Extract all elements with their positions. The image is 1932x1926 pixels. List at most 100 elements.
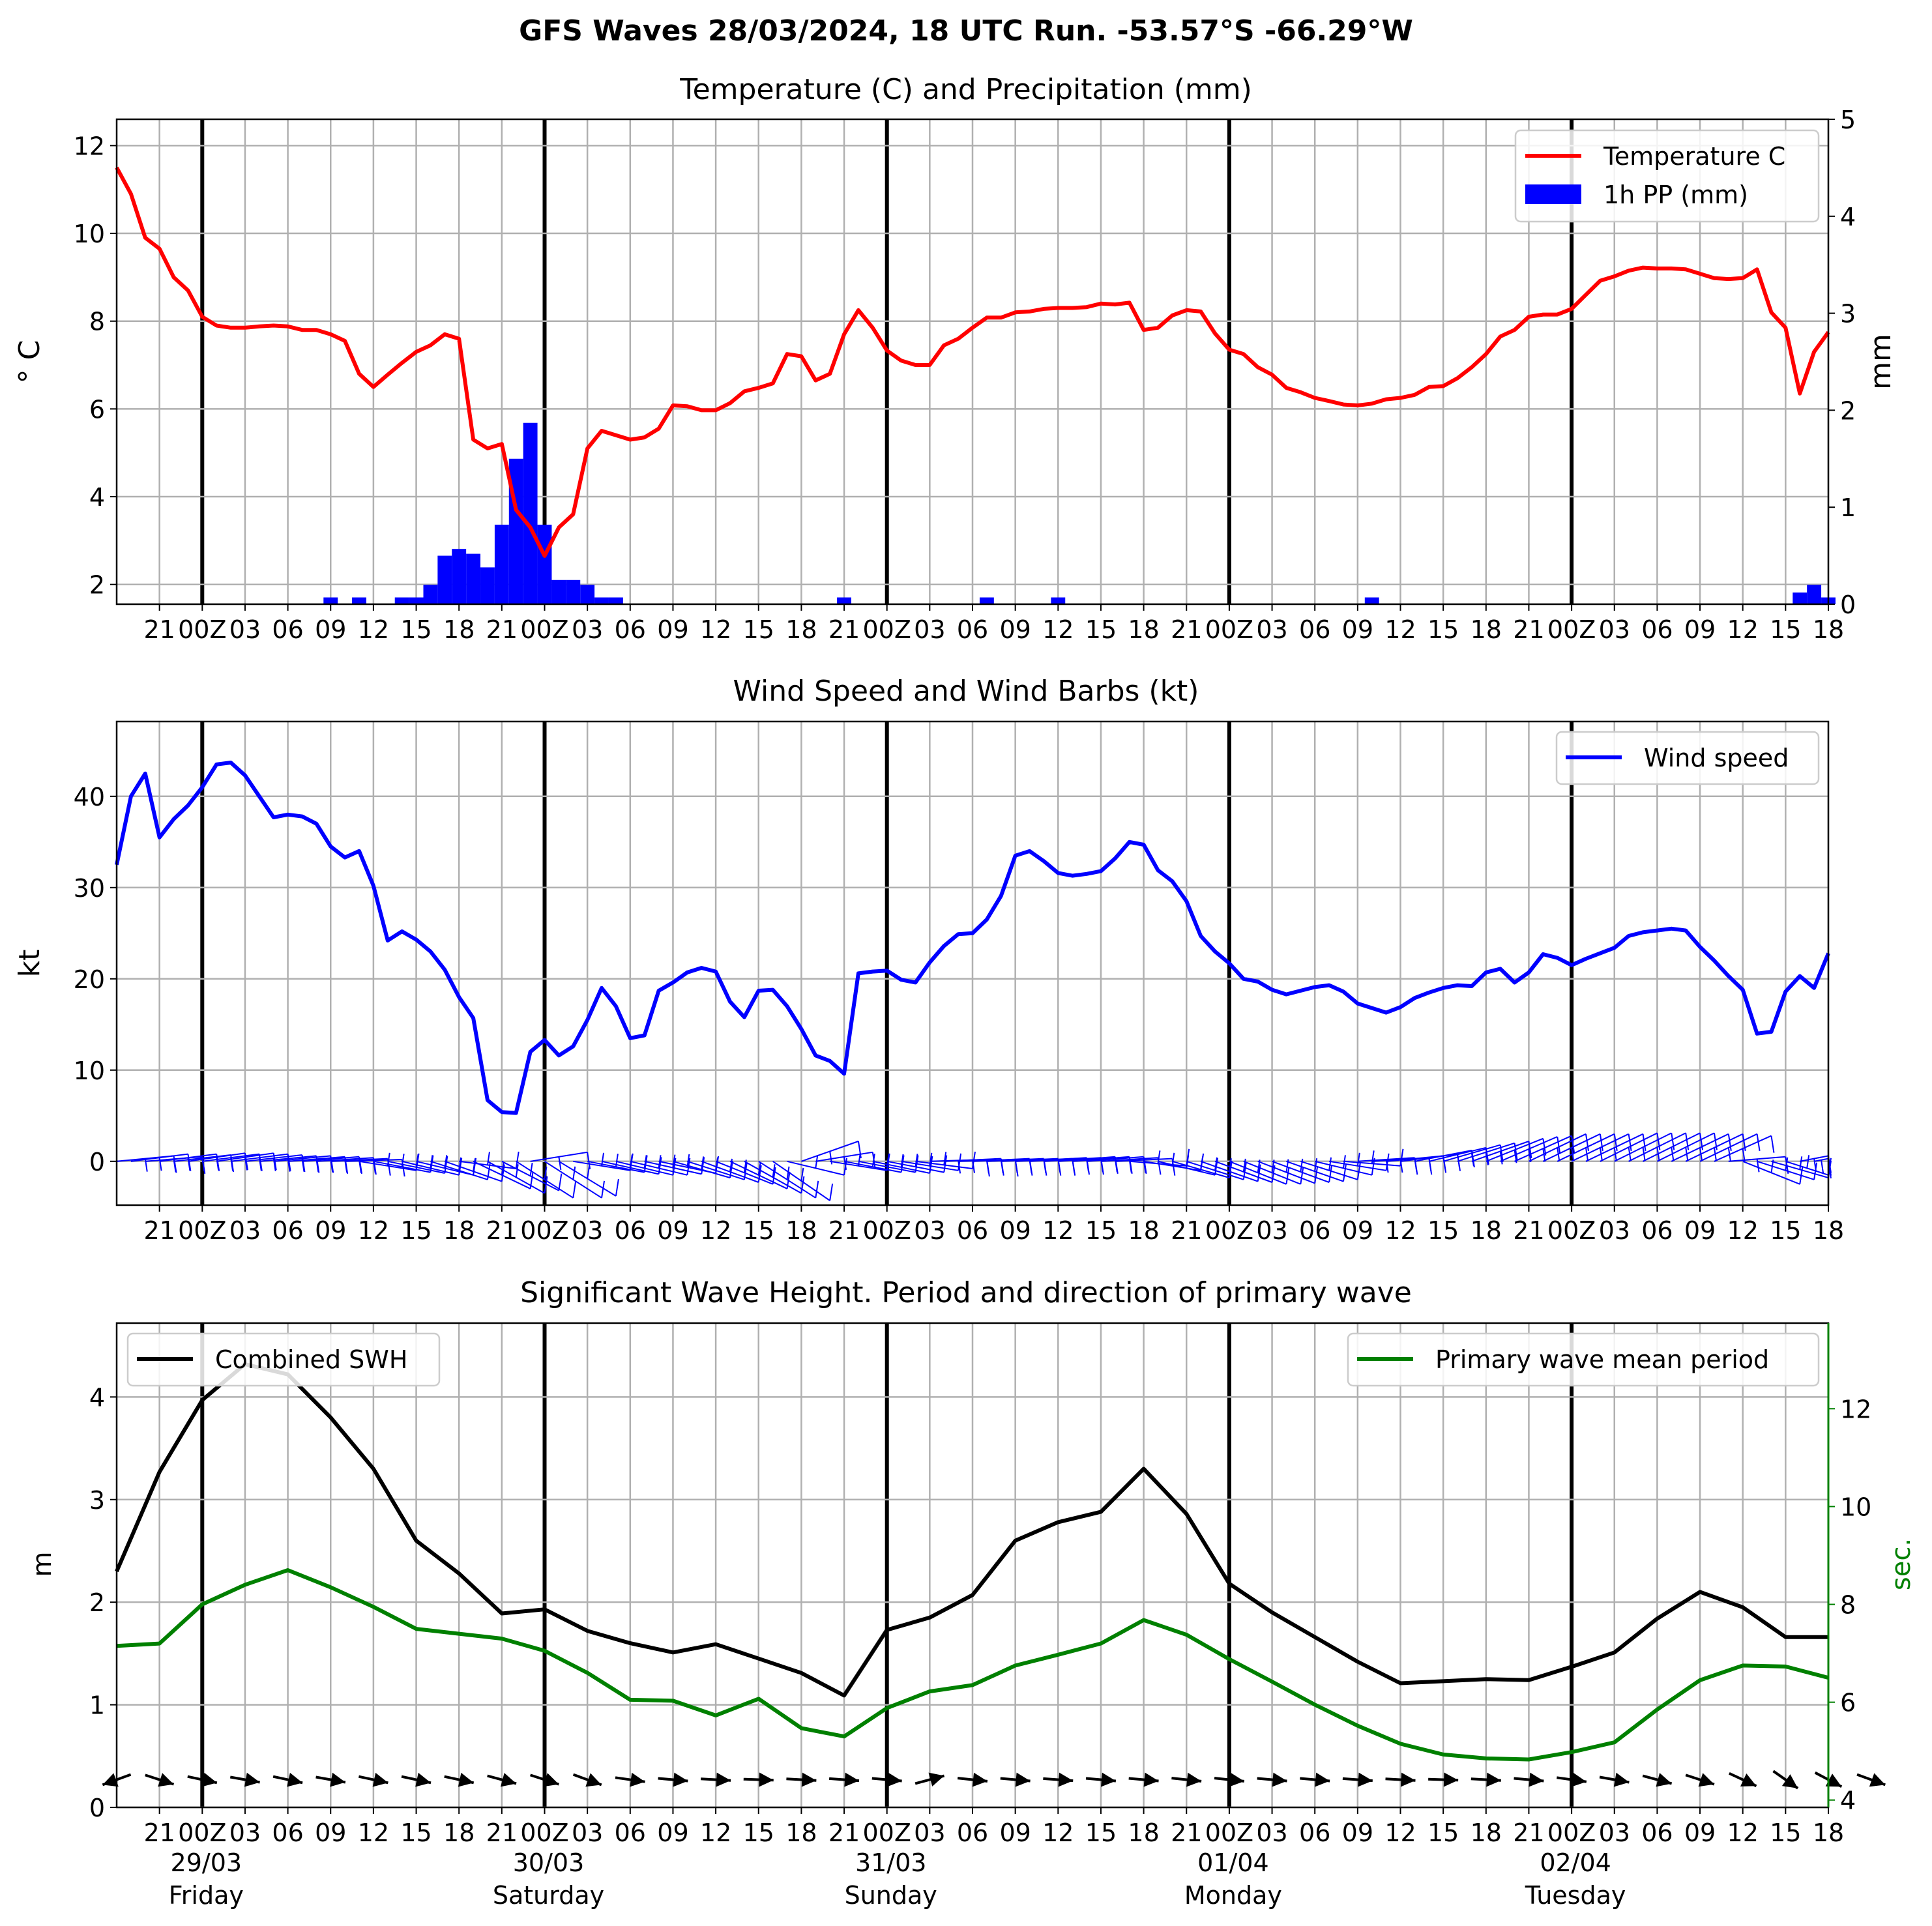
x-tick-label: 09	[1684, 1216, 1716, 1245]
wind-barb-flag	[1200, 1156, 1204, 1170]
wind-barb-flag	[1628, 1133, 1632, 1151]
x-tick-label: 00Z	[520, 615, 568, 644]
wind-barb-flag	[1542, 1148, 1546, 1162]
x-tick-label: 21	[143, 1216, 175, 1245]
wind-barb-flag	[1356, 1152, 1360, 1166]
y-right-tick-label: 4	[1840, 1787, 1856, 1815]
wind-barb-flag	[372, 1160, 376, 1174]
x-tick-label: 12	[1384, 615, 1416, 644]
period-legend: Primary wave mean period	[1347, 1332, 1820, 1387]
x-tick-label: 18	[1471, 1216, 1502, 1245]
wave-arrow-head	[1529, 1772, 1544, 1787]
y-right-tick-label: 0	[1840, 591, 1856, 619]
precip-bar	[323, 597, 338, 604]
x-tick-label: 15	[400, 1216, 432, 1245]
day-date-label: 29/03	[171, 1848, 242, 1877]
wind-barb-flag	[1029, 1160, 1032, 1173]
x-tick-label: 03	[572, 615, 603, 644]
wave-direction-arrows	[102, 1770, 1886, 1790]
wave-arrow-head	[1358, 1772, 1373, 1787]
wind-barb-flag	[615, 1178, 619, 1197]
wind-barb-flag	[1756, 1133, 1761, 1151]
precip-bar	[480, 567, 495, 604]
x-tick-label: 09	[315, 1818, 346, 1847]
wave-arrow-head	[1400, 1772, 1416, 1787]
x-tick-label: 06	[1641, 1818, 1673, 1847]
x-tick-label: 18	[785, 1818, 817, 1847]
wave-arrow-head	[1186, 1772, 1202, 1787]
day-name-label: Tuesday	[1525, 1881, 1626, 1910]
wind-barb-flag	[1613, 1133, 1618, 1151]
x-tick-label: 06	[1299, 615, 1330, 644]
wind-barb-flag	[1656, 1133, 1661, 1150]
precip-bar	[837, 597, 851, 604]
x-tick-label: 18	[1813, 1216, 1844, 1245]
wind-barb-flag	[1499, 1151, 1503, 1165]
wind-barb-flag	[1014, 1160, 1018, 1173]
x-tick-label: 21	[828, 1216, 860, 1245]
x-tick-label: 21	[1513, 615, 1544, 644]
wind-barb-flag	[1806, 1155, 1810, 1169]
x-tick-label: 09	[315, 615, 346, 644]
x-tick-label: 06	[272, 1818, 303, 1847]
wind-barb-flag	[772, 1167, 776, 1184]
wind-barb-flag	[829, 1183, 834, 1201]
x-tick-label: 00Z	[178, 1818, 226, 1847]
wind-barb-flag	[1214, 1157, 1218, 1171]
x-tick-label: 18	[1471, 1818, 1502, 1847]
wave-arrow-head	[415, 1772, 431, 1787]
x-tick-label: 03	[1256, 1216, 1287, 1245]
x-tick-label: 12	[358, 1216, 389, 1245]
day-name-label: Friday	[169, 1881, 244, 1910]
wave-arrow-head	[1272, 1772, 1287, 1787]
wind-legend: Wind speed	[1555, 731, 1820, 785]
wind-barbs	[116, 1132, 1832, 1201]
wind-barb-flag	[800, 1167, 804, 1182]
y-tick-label: 8	[89, 308, 105, 336]
wind-barb-flag	[1285, 1167, 1290, 1184]
wave-arrow-head	[372, 1772, 388, 1787]
wind-barb-flag	[1300, 1158, 1304, 1173]
wind-barb-shaft	[1086, 1156, 1144, 1162]
wind-barb-shaft	[202, 1153, 259, 1162]
figure-title: GFS Waves 28/03/2024, 18 UTC Run. -53.57…	[519, 14, 1413, 48]
precip-bar	[566, 579, 581, 604]
wind-speed-line	[115, 761, 1830, 1115]
y-right-tick-label: 8	[1840, 1591, 1856, 1620]
wind-barb-flag	[757, 1165, 762, 1183]
x-tick-label: 18	[1128, 615, 1159, 644]
precip-bar	[979, 597, 994, 604]
wind-barb-flag	[486, 1152, 490, 1165]
x-tick-label: 06	[957, 1818, 988, 1847]
x-tick-label: 06	[1641, 1216, 1673, 1245]
wind-barb-flag	[601, 1180, 606, 1198]
y-tick-label: 1	[89, 1691, 105, 1720]
wind-barb-flag	[986, 1160, 989, 1174]
x-tick-label: 18	[1128, 1216, 1159, 1245]
x-tick-label: 09	[657, 1818, 688, 1847]
precip-bar	[409, 597, 424, 604]
y-tick-label: 3	[89, 1486, 105, 1515]
wave-arrow-head	[458, 1772, 474, 1787]
precip-bar	[594, 597, 609, 604]
wind-barb-flag	[1727, 1133, 1732, 1151]
wind-barb-flag	[544, 1176, 548, 1193]
wind-ylabel: kt	[13, 950, 46, 978]
x-tick-label: 12	[1042, 1216, 1074, 1245]
x-tick-label: 03	[572, 1818, 603, 1847]
y-tick-label: 0	[89, 1794, 105, 1822]
wind-barb-flag	[729, 1158, 733, 1173]
x-tick-label: 09	[657, 615, 688, 644]
x-tick-label: 09	[315, 1216, 346, 1245]
wind-barb-flag	[473, 1158, 476, 1172]
x-tick-label: 15	[1085, 1818, 1117, 1847]
wind-barb-flag	[1228, 1158, 1232, 1172]
wind-barb-flag	[572, 1180, 577, 1198]
wind-barb-flag	[1485, 1152, 1489, 1165]
precip-bar	[523, 422, 538, 604]
x-tick-label: 18	[785, 615, 817, 644]
wind-barb-shaft	[1429, 1146, 1487, 1162]
wave-arrow-head	[972, 1772, 988, 1787]
wave-arrow-head	[201, 1772, 217, 1787]
wind-barb-flag	[558, 1173, 563, 1191]
